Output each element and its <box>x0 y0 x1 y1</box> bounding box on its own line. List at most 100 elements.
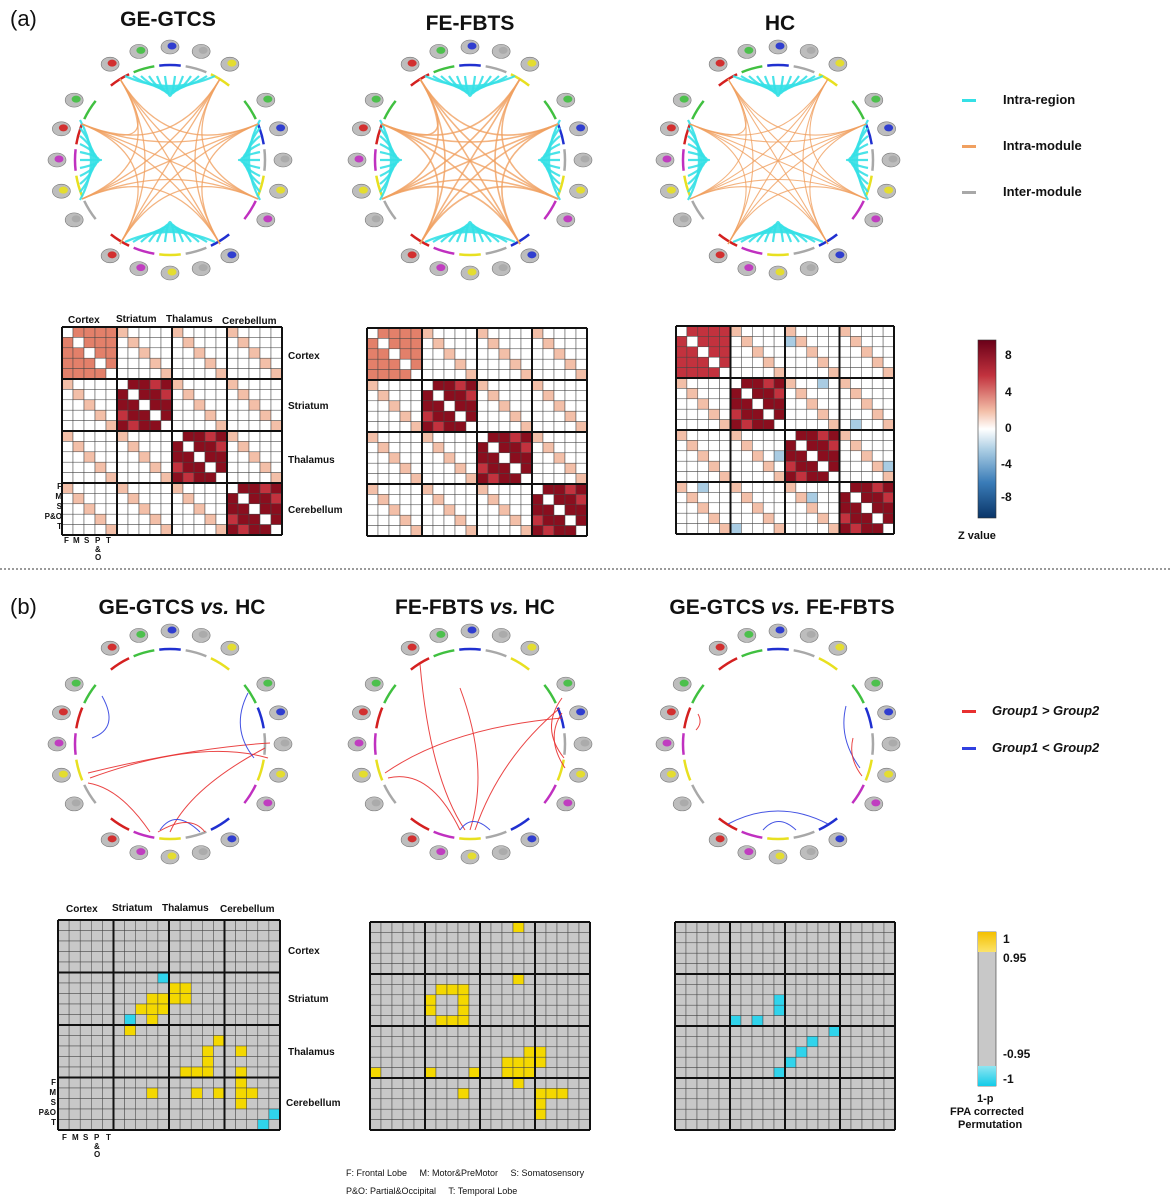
matrix-cell <box>157 1056 170 1068</box>
connection-chord <box>381 123 439 245</box>
matrix-cell <box>157 1003 170 1015</box>
matrix-cell <box>762 1046 775 1058</box>
brain-region-highlight-icon <box>888 155 898 163</box>
matrix-cell <box>168 1056 181 1068</box>
matrix-cell <box>795 336 808 348</box>
matrix-cell <box>182 430 195 442</box>
matrix-cell <box>388 410 401 422</box>
matrix-cell <box>479 1077 492 1089</box>
matrix-cell <box>556 963 569 975</box>
matrix-cell <box>391 921 404 933</box>
matrix-cell <box>202 1014 214 1026</box>
matrix-cell <box>861 963 874 975</box>
matrix-cell <box>806 921 819 933</box>
matrix-cell <box>268 1056 281 1068</box>
matrix-cell <box>116 347 129 359</box>
colorbar-yellow <box>978 932 996 952</box>
matrix-cell <box>391 1077 404 1089</box>
matrix-cell <box>105 503 118 515</box>
matrix-cell <box>674 1088 687 1100</box>
matrix-cell <box>61 420 74 432</box>
matrix-cell <box>674 1108 687 1120</box>
matrix-cell <box>487 452 500 464</box>
matrix-cell <box>135 1066 148 1078</box>
matrix-cell <box>784 512 797 524</box>
matrix-cell <box>718 1108 731 1120</box>
matrix-cell <box>730 388 742 400</box>
matrix-cell <box>719 481 731 493</box>
matrix-cell <box>399 442 412 454</box>
matrix-cell <box>454 514 467 526</box>
matrix-cell <box>501 1046 514 1058</box>
matrix-cell <box>872 973 885 985</box>
ring-arc <box>243 100 257 120</box>
matrix-cell <box>817 921 830 933</box>
matrix-cell <box>545 963 558 975</box>
matrix-cell <box>366 390 379 402</box>
matrix-cell <box>697 377 709 389</box>
matrix-cell <box>366 525 379 537</box>
matrix-cell <box>432 514 445 526</box>
matrix-cell <box>490 1025 503 1037</box>
matrix-cell <box>465 473 478 485</box>
matrix-cell <box>674 921 687 933</box>
matrix-cell <box>531 452 544 464</box>
matrix-cell <box>707 952 720 964</box>
sub-bottom-amp: & <box>95 545 101 554</box>
matrix-cell <box>215 524 228 536</box>
matrix-cell <box>556 1119 569 1131</box>
legend-label-group1-less: Group1 < Group2 <box>992 740 1100 755</box>
matrix-cell <box>708 336 720 348</box>
matrix-cell <box>817 1056 830 1068</box>
matrix-cell <box>509 410 522 422</box>
matrix-cell <box>457 1015 470 1027</box>
matrix-cell <box>257 1066 270 1078</box>
matrix-cell <box>465 483 478 495</box>
matrix-cell <box>501 1088 514 1100</box>
matrix-cell <box>795 523 808 535</box>
matrix-cell <box>752 346 764 358</box>
matrix-cell <box>512 1004 525 1016</box>
matrix-cell <box>149 482 162 494</box>
matrix-cell <box>248 378 261 390</box>
brain-region-highlight-icon <box>136 264 146 272</box>
matrix-cell <box>91 1045 103 1057</box>
colorbar-tick-0: 0 <box>1005 421 1012 435</box>
matrix-cell <box>784 460 797 472</box>
matrix-cell <box>116 524 129 536</box>
matrix-cell <box>270 441 283 453</box>
matrix-cell <box>202 930 214 942</box>
matrix-cell <box>168 982 181 994</box>
matrix-cell <box>202 1003 214 1015</box>
matrix-cell <box>696 1046 709 1058</box>
brain-region-highlight-icon <box>407 643 417 651</box>
matrix-cell <box>729 1056 742 1068</box>
matrix-cell <box>839 1036 852 1048</box>
matrix-cell <box>817 994 830 1006</box>
matrix-cell <box>68 1066 81 1078</box>
matrix-cell <box>157 993 170 1005</box>
ring-arc <box>83 200 97 220</box>
legend-swatch-intra-region <box>962 99 976 102</box>
matrix-cell <box>523 1088 536 1100</box>
matrix-cell <box>762 429 775 441</box>
matrix-cell <box>752 377 764 389</box>
matrix-cell <box>741 346 753 358</box>
matrix-cell <box>61 326 74 338</box>
matrix-cell <box>686 377 699 389</box>
matrix-cell <box>157 1087 170 1099</box>
matrix-cell <box>146 1056 159 1068</box>
matrix-cell <box>446 1025 459 1037</box>
matrix-cell <box>57 940 70 952</box>
matrix-cell <box>259 513 272 525</box>
brain-region-highlight-icon <box>358 186 368 194</box>
matrix-cell <box>171 461 184 473</box>
matrix-cell <box>839 367 851 379</box>
connection-chord <box>91 695 110 739</box>
matrix-right-label-cortex: Cortex <box>288 351 320 362</box>
ring-arc <box>383 784 397 804</box>
matrix-cell <box>380 932 393 944</box>
matrix-cell <box>542 338 555 350</box>
matrix-cell <box>102 982 114 994</box>
matrix-cell <box>237 399 250 411</box>
